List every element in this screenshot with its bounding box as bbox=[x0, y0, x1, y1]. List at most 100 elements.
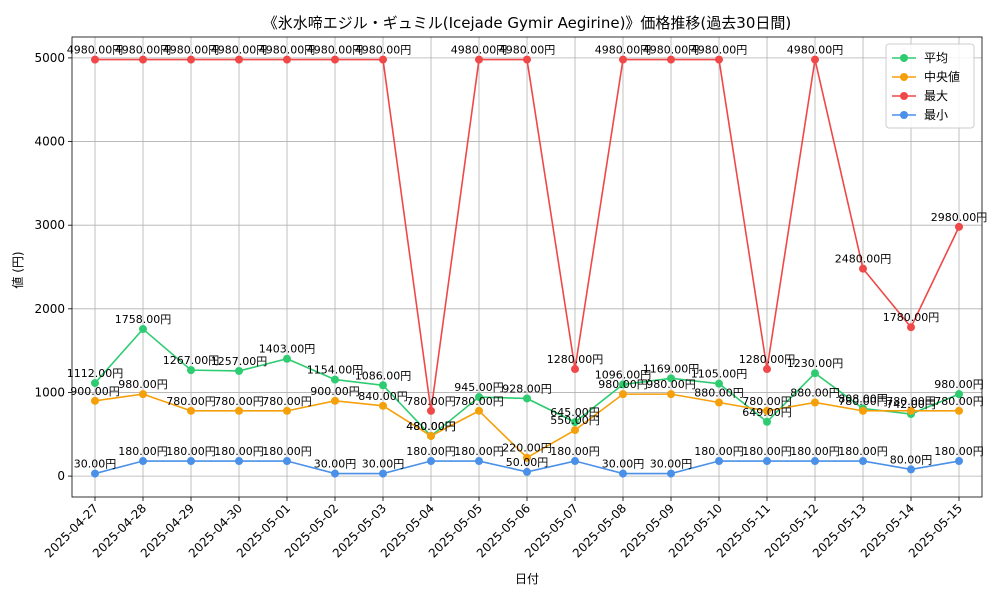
data-label: 550.00円 bbox=[550, 414, 600, 427]
data-point bbox=[571, 418, 579, 427]
y-tick-label: 4000 bbox=[34, 135, 65, 149]
data-label: 180.00円 bbox=[118, 445, 168, 458]
data-label: 1780.00円 bbox=[883, 311, 940, 324]
data-label: 180.00円 bbox=[454, 445, 504, 458]
data-point bbox=[91, 469, 99, 478]
data-point bbox=[523, 453, 531, 462]
data-label: 480.00円 bbox=[406, 420, 456, 433]
data-label: 4980.00円 bbox=[691, 44, 748, 57]
data-label: 1758.00円 bbox=[115, 313, 172, 326]
legend-swatch-marker bbox=[900, 54, 908, 62]
data-label: 900.00円 bbox=[310, 385, 360, 398]
data-label: 30.00円 bbox=[362, 458, 405, 471]
legend-item: 最大 bbox=[892, 89, 948, 103]
data-label: 4980.00円 bbox=[787, 44, 844, 57]
data-label: 180.00円 bbox=[550, 445, 600, 458]
data-point bbox=[139, 325, 147, 334]
data-label: 900.00円 bbox=[70, 385, 120, 398]
data-labels: 1112.00円 1758.00円 1267.00円1257.00円1403.00円… bbox=[67, 44, 988, 471]
data-label: 1230.00円 bbox=[787, 357, 844, 370]
data-point bbox=[379, 381, 387, 390]
data-point bbox=[619, 390, 627, 399]
data-label: 4980.00円 bbox=[643, 44, 700, 57]
legend-item: 中央値 bbox=[892, 69, 960, 84]
series-2 bbox=[91, 55, 963, 415]
legend-label: 最小 bbox=[924, 108, 948, 122]
data-label: 1280.00円 bbox=[547, 353, 604, 366]
data-point bbox=[667, 390, 675, 399]
data-point bbox=[427, 406, 435, 415]
data-label: 4980.00円 bbox=[259, 44, 316, 57]
data-point bbox=[667, 374, 675, 383]
data-label: 928.00円 bbox=[502, 382, 552, 395]
data-label: 780.00円 bbox=[406, 395, 456, 408]
data-point bbox=[763, 365, 771, 374]
data-point bbox=[715, 457, 723, 466]
data-point bbox=[91, 55, 99, 64]
y-tick-label: 3000 bbox=[34, 218, 65, 232]
data-point bbox=[619, 380, 627, 389]
data-point bbox=[331, 469, 339, 478]
data-point bbox=[331, 396, 339, 405]
data-label: 180.00円 bbox=[406, 445, 456, 458]
chart-title: 《氷水啼エジル・ギュミル(Icejade Gymir Aegirine)》価格推… bbox=[263, 14, 791, 32]
data-point bbox=[811, 398, 819, 407]
data-label: 742.00円 bbox=[886, 398, 936, 411]
data-point bbox=[427, 431, 435, 440]
data-label: 4980.00円 bbox=[355, 44, 412, 57]
data-label: 2480.00円 bbox=[835, 253, 892, 266]
data-label: 180.00円 bbox=[694, 445, 744, 458]
data-label: 220.00円 bbox=[502, 442, 552, 455]
data-point bbox=[91, 379, 99, 388]
data-label: 1280.00円 bbox=[739, 353, 796, 366]
data-point bbox=[955, 390, 963, 399]
legend-swatch-marker bbox=[900, 111, 908, 119]
data-label: 180.00円 bbox=[838, 445, 888, 458]
data-point bbox=[811, 55, 819, 64]
data-point bbox=[379, 55, 387, 64]
data-label: 80.00円 bbox=[890, 453, 933, 466]
data-label: 1154.00円 bbox=[307, 364, 364, 377]
data-label: 840.00円 bbox=[358, 390, 408, 403]
data-label: 780.00円 bbox=[262, 395, 312, 408]
plot-frame bbox=[71, 36, 983, 498]
data-label: 4980.00円 bbox=[67, 44, 124, 57]
data-point bbox=[475, 393, 483, 402]
data-label: 30.00円 bbox=[74, 458, 117, 471]
data-label: 645.00円 bbox=[550, 406, 600, 419]
data-point bbox=[667, 469, 675, 478]
data-label: 30.00円 bbox=[650, 458, 693, 471]
data-point bbox=[763, 406, 771, 415]
data-point bbox=[523, 55, 531, 64]
data-label: 945.00円 bbox=[454, 381, 504, 394]
y-tick-label: 5000 bbox=[34, 51, 65, 65]
data-point bbox=[187, 406, 195, 415]
data-point bbox=[139, 55, 147, 64]
data-point bbox=[187, 366, 195, 375]
data-point bbox=[955, 457, 963, 466]
y-tick-label: 2000 bbox=[34, 302, 65, 316]
data-label: 2980.00円 bbox=[931, 211, 988, 224]
legend-swatch-marker bbox=[900, 92, 908, 100]
data-label: 980.00円 bbox=[934, 378, 984, 391]
data-label: 4980.00円 bbox=[307, 44, 364, 57]
data-point bbox=[907, 406, 915, 415]
legend-item: 平均 bbox=[892, 51, 948, 65]
data-point bbox=[235, 457, 243, 466]
data-label: 980.00円 bbox=[598, 378, 648, 391]
data-point bbox=[667, 55, 675, 64]
data-point bbox=[283, 55, 291, 64]
data-label: 1112.00円 bbox=[67, 367, 124, 380]
data-label: 780.00円 bbox=[886, 395, 936, 408]
data-label: 780.00円 bbox=[742, 395, 792, 408]
y-axis-label: 値 (円) bbox=[10, 251, 25, 288]
data-label: 780.00円 bbox=[838, 395, 888, 408]
data-point bbox=[955, 406, 963, 415]
data-label: 880.00円 bbox=[790, 386, 840, 399]
data-point bbox=[763, 457, 771, 466]
y-tick-label: 1000 bbox=[34, 385, 65, 399]
data-point bbox=[571, 365, 579, 374]
data-point bbox=[187, 457, 195, 466]
